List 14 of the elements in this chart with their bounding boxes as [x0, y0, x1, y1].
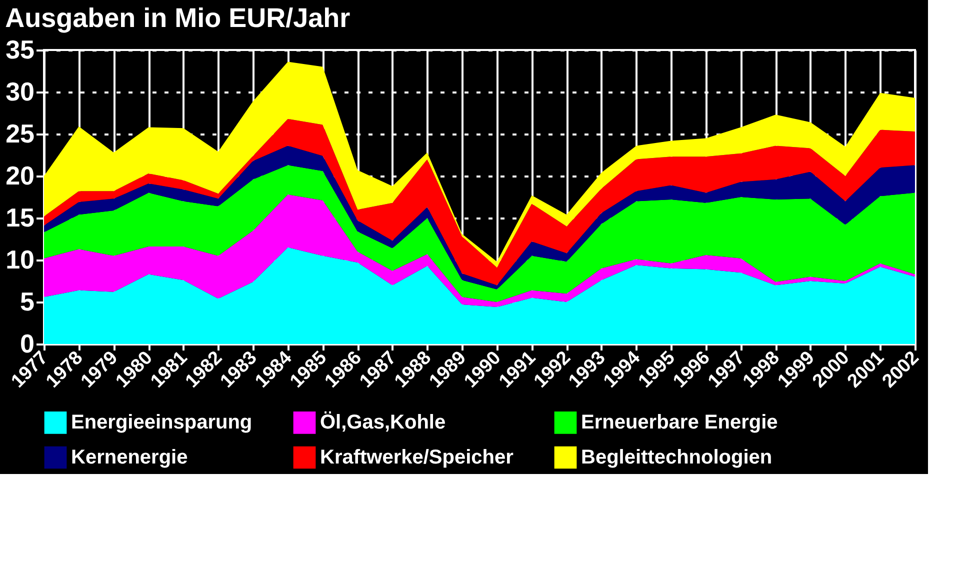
chart-title: Ausgaben in Mio EUR/Jahr	[5, 3, 351, 33]
legend-label: Begleittechnologien	[581, 446, 772, 468]
y-tick-label: 30	[6, 76, 34, 106]
legend-label: Kernenergie	[71, 446, 188, 468]
legend-label: Öl,Gas,Kohle	[320, 410, 446, 434]
y-tick-label: 25	[6, 118, 34, 148]
y-tick-label: 35	[6, 34, 34, 64]
y-tick-label: 5	[20, 286, 34, 316]
y-tick-label: 10	[6, 244, 34, 274]
legend-label: Erneuerbare Energie	[581, 412, 778, 434]
y-tick-label: 15	[6, 202, 34, 232]
legend-label: Energieeinsparung	[71, 412, 252, 434]
y-tick-label: 20	[6, 160, 34, 190]
legend-label: Kraftwerke/Speicher	[320, 446, 514, 468]
